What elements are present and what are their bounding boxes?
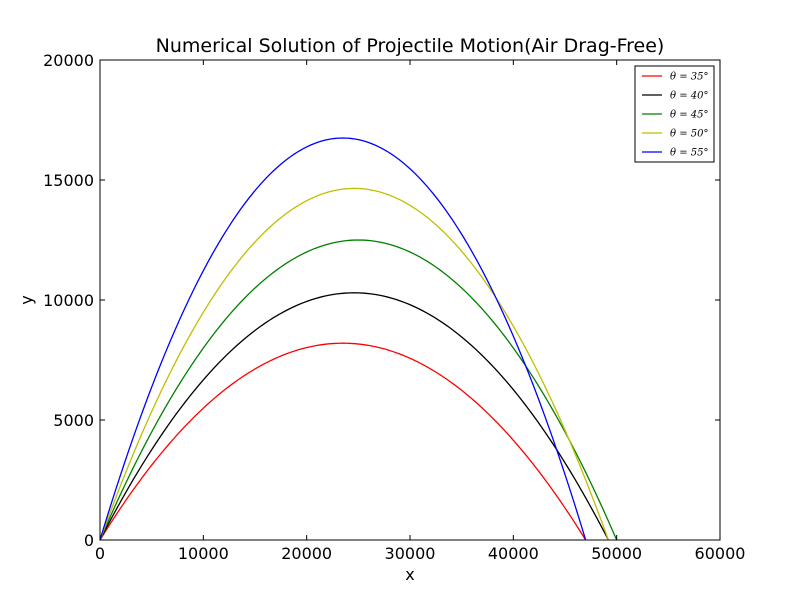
series-line-1 xyxy=(99,342,587,541)
y-tick-label: 20000 xyxy=(43,51,94,70)
plot-area-frame xyxy=(99,59,721,541)
x-tick-label: 20000 xyxy=(281,544,332,563)
y-axis-label: y xyxy=(17,295,36,304)
x-tick-label: 60000 xyxy=(695,544,746,563)
series-group xyxy=(99,137,618,541)
x-axis-label: x xyxy=(405,565,414,584)
legend: θ = 35° θ = 40° θ = 45° θ = 50° θ = 55° xyxy=(634,65,715,163)
legend-label: θ = 40° xyxy=(670,91,708,102)
y-tick-label: 5000 xyxy=(53,411,94,430)
legend-label: θ = 50° xyxy=(670,129,708,140)
x-tick-label: 30000 xyxy=(385,544,436,563)
y-axis-ticks: 0 5000 10000 15000 20000 xyxy=(43,51,720,550)
legend-label: θ = 35° xyxy=(670,72,708,83)
y-tick-label: 15000 xyxy=(43,171,94,190)
x-tick-label: 50000 xyxy=(591,544,642,563)
series-line-5 xyxy=(99,137,587,541)
x-tick-label: 10000 xyxy=(178,544,229,563)
series-line-3 xyxy=(99,239,618,541)
x-tick-label: 40000 xyxy=(488,544,539,563)
x-axis-ticks: 0 10000 20000 30000 40000 50000 60000 xyxy=(95,60,746,563)
y-tick-label: 0 xyxy=(84,531,94,550)
legend-label: θ = 55° xyxy=(670,148,708,159)
legend-label: θ = 45° xyxy=(670,110,708,121)
chart-title: Numerical Solution of Projectile Motion(… xyxy=(156,35,665,57)
series-line-2 xyxy=(99,292,609,541)
y-tick-label: 10000 xyxy=(43,291,94,310)
series-line-4 xyxy=(99,187,610,541)
x-tick-label: 0 xyxy=(95,544,105,563)
